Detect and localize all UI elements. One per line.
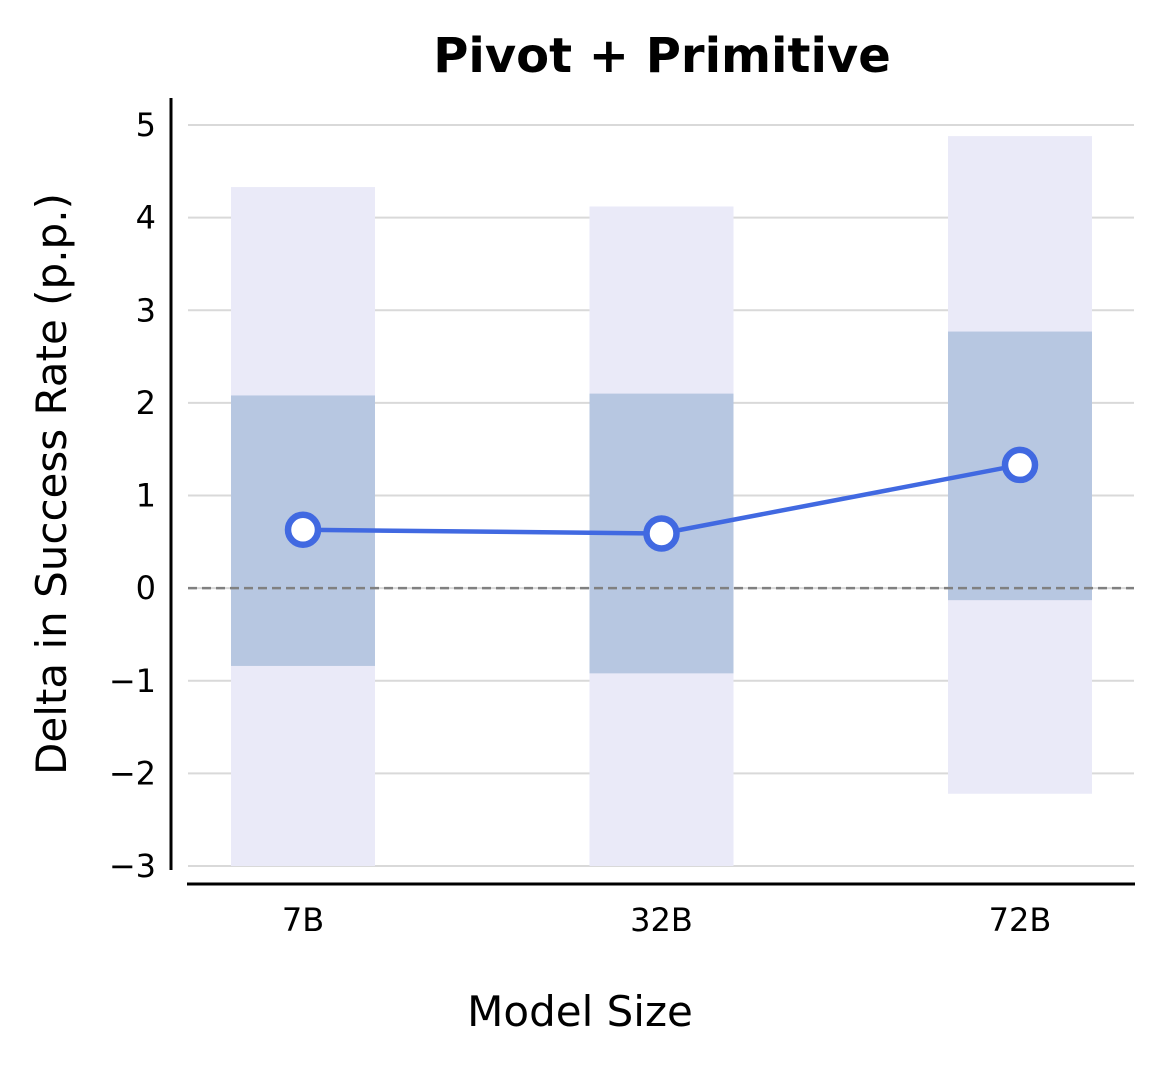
x-axis-label: Model Size — [467, 987, 693, 1036]
x-tick-label: 32B — [630, 901, 693, 939]
x-tick-label: 7B — [282, 901, 324, 939]
y-tick-label: 1 — [136, 477, 156, 515]
x-tick-label: 72B — [989, 901, 1052, 939]
series-line — [284, 446, 1039, 552]
y-tick-label: −1 — [109, 662, 156, 700]
y-tick-label: 4 — [136, 199, 156, 237]
y-tick-labels: 5 4 3 2 1 0 −1 −2 −3 — [109, 106, 156, 885]
y-tick-label: 0 — [136, 569, 156, 607]
y-tick-label: 2 — [136, 384, 156, 422]
data-point — [643, 515, 680, 552]
y-tick-label: 5 — [136, 106, 156, 144]
y-tick-label: 3 — [136, 291, 156, 329]
y-tick-label: −2 — [109, 754, 156, 792]
confidence-bands — [231, 136, 1092, 867]
chart-title: Pivot + Primitive — [433, 28, 891, 84]
data-point — [1001, 446, 1039, 484]
data-point — [284, 511, 322, 549]
y-tick-label: −3 — [109, 847, 156, 885]
x-tick-labels: 7B 32B 72B — [282, 901, 1051, 939]
y-axis-label: Delta in Success Rate (p.p.) — [27, 193, 76, 775]
